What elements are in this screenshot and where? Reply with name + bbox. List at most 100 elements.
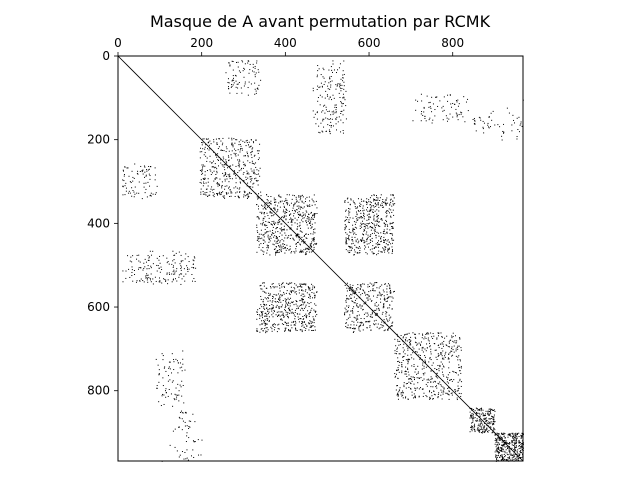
nonzero-marker — [256, 60, 258, 62]
nonzero-marker — [310, 309, 312, 311]
nonzero-marker — [509, 452, 511, 454]
nonzero-marker — [443, 358, 445, 360]
nonzero-marker — [344, 224, 346, 226]
nonzero-marker — [413, 383, 415, 385]
nonzero-marker — [150, 265, 152, 267]
nonzero-marker — [425, 120, 427, 122]
nonzero-marker — [358, 240, 360, 242]
nonzero-marker — [311, 245, 313, 247]
nonzero-marker — [494, 421, 496, 423]
nonzero-marker — [503, 445, 505, 447]
nonzero-marker — [171, 381, 173, 383]
nonzero-marker — [329, 124, 331, 126]
nonzero-marker — [407, 359, 409, 361]
nonzero-marker — [365, 252, 367, 254]
nonzero-marker — [465, 101, 467, 103]
nonzero-marker — [235, 150, 237, 152]
nonzero-marker — [430, 351, 432, 353]
nonzero-marker — [126, 167, 128, 169]
nonzero-marker — [124, 166, 126, 168]
nonzero-marker — [307, 205, 308, 207]
nonzero-marker — [353, 233, 354, 235]
nonzero-marker — [200, 147, 202, 149]
nonzero-marker — [334, 104, 336, 106]
nonzero-marker — [296, 200, 298, 202]
nonzero-marker — [309, 245, 311, 247]
nonzero-marker — [174, 446, 176, 448]
nonzero-marker — [271, 308, 273, 310]
nonzero-marker — [367, 294, 369, 296]
nonzero-marker — [362, 308, 364, 310]
nonzero-marker — [368, 295, 370, 297]
nonzero-marker — [235, 192, 237, 194]
nonzero-marker — [171, 353, 173, 355]
nonzero-marker — [182, 384, 184, 386]
nonzero-marker — [281, 216, 283, 218]
nonzero-marker — [176, 394, 178, 396]
nonzero-marker — [383, 229, 385, 231]
nonzero-marker — [271, 310, 273, 312]
nonzero-marker — [356, 318, 358, 320]
nonzero-marker — [366, 321, 368, 323]
nonzero-marker — [404, 339, 406, 341]
nonzero-marker — [365, 321, 367, 323]
nonzero-marker — [392, 297, 394, 299]
nonzero-marker — [352, 242, 354, 244]
nonzero-marker — [492, 418, 494, 420]
nonzero-marker — [404, 334, 406, 336]
nonzero-marker — [382, 307, 384, 309]
nonzero-marker — [489, 411, 491, 413]
nonzero-marker — [366, 238, 368, 240]
nonzero-marker — [178, 394, 180, 396]
nonzero-marker — [518, 441, 520, 443]
nonzero-marker — [483, 122, 485, 124]
nonzero-marker — [383, 303, 385, 305]
nonzero-marker — [348, 238, 350, 240]
nonzero-marker — [305, 304, 307, 306]
nonzero-marker — [410, 387, 412, 389]
nonzero-marker — [443, 375, 445, 377]
nonzero-marker — [308, 287, 310, 288]
nonzero-marker — [396, 393, 398, 395]
nonzero-marker — [285, 304, 287, 306]
nonzero-marker — [227, 155, 229, 157]
nonzero-marker — [323, 77, 325, 79]
nonzero-marker — [441, 342, 443, 344]
nonzero-marker — [483, 414, 485, 416]
nonzero-marker — [264, 232, 266, 234]
nonzero-marker — [448, 342, 450, 344]
nonzero-marker — [386, 240, 388, 242]
nonzero-marker — [331, 69, 333, 71]
nonzero-marker — [279, 196, 281, 198]
nonzero-marker — [395, 345, 397, 347]
nonzero-marker — [518, 440, 520, 442]
nonzero-marker — [244, 155, 246, 157]
nonzero-marker — [138, 254, 140, 256]
nonzero-marker — [281, 314, 283, 316]
nonzero-marker — [316, 89, 318, 91]
nonzero-marker — [346, 198, 348, 200]
nonzero-marker — [472, 421, 474, 423]
nonzero-marker — [479, 430, 481, 432]
nonzero-marker — [342, 70, 344, 72]
nonzero-marker — [356, 218, 358, 220]
nonzero-marker — [495, 449, 497, 451]
nonzero-marker — [439, 365, 441, 367]
nonzero-marker — [450, 378, 452, 380]
nonzero-marker — [354, 206, 356, 208]
nonzero-markers — [122, 60, 524, 462]
nonzero-marker — [291, 308, 293, 310]
nonzero-marker — [289, 214, 291, 216]
nonzero-marker — [443, 391, 445, 393]
nonzero-marker — [265, 292, 267, 294]
nonzero-marker — [252, 162, 254, 164]
nonzero-marker — [390, 289, 392, 291]
nonzero-marker — [371, 289, 373, 291]
nonzero-marker — [155, 280, 157, 282]
nonzero-marker — [398, 344, 400, 346]
nonzero-marker — [350, 198, 352, 200]
nonzero-marker — [460, 365, 462, 367]
nonzero-marker — [180, 269, 182, 271]
nonzero-marker — [260, 311, 262, 313]
nonzero-marker — [504, 437, 506, 439]
